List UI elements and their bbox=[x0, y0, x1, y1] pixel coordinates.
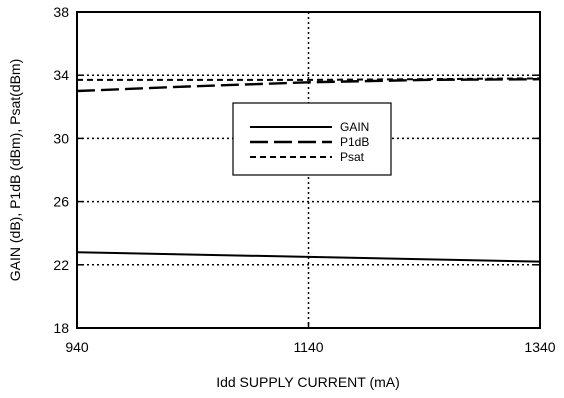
y-tick-label-30: 30 bbox=[53, 130, 69, 146]
y-axis-title: GAIN (dB), P1dB (dBm), Psat(dBm) bbox=[7, 59, 23, 282]
x-tick-label-1140: 1140 bbox=[293, 339, 323, 355]
y-tick-label-38: 38 bbox=[53, 4, 69, 20]
x-tick-label-940: 940 bbox=[65, 339, 89, 355]
series-line-gain bbox=[76, 251, 541, 263]
legend-label-gain: GAIN bbox=[340, 120, 369, 134]
axis-ticks: 18 22 26 30 34 38 940 1140 1340 bbox=[53, 4, 555, 355]
legend-box bbox=[232, 102, 392, 176]
y-tick-label-22: 22 bbox=[53, 257, 69, 273]
x-tick-label-1340: 1340 bbox=[524, 339, 555, 355]
y-tick-label-34: 34 bbox=[53, 67, 69, 83]
series-line-psat bbox=[77, 77, 541, 81]
series-lines bbox=[76, 77, 541, 263]
legend-label-psat: Psat bbox=[340, 150, 365, 164]
x-axis-title: Idd SUPPLY CURRENT (mA) bbox=[216, 374, 400, 390]
legend: GAIN P1dB Psat bbox=[232, 102, 392, 176]
y-tick-label-26: 26 bbox=[53, 194, 69, 210]
y-tick-label-18: 18 bbox=[53, 320, 69, 336]
legend-label-p1db: P1dB bbox=[340, 135, 369, 149]
